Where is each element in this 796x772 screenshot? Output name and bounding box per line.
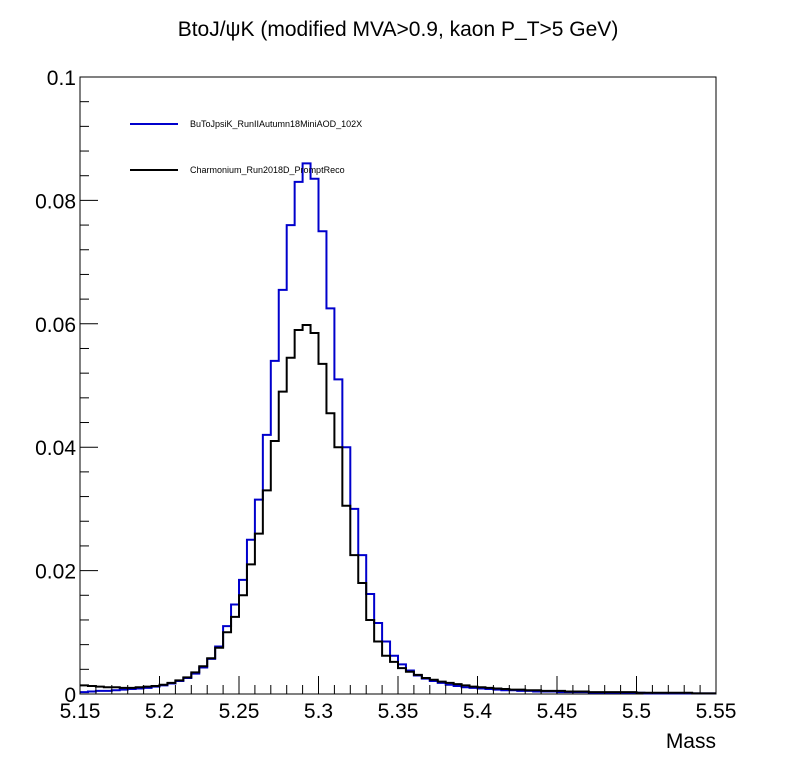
y-tick-label-1: 0.02 xyxy=(35,561,76,584)
x-tick-label-5: 5.4 xyxy=(463,700,493,723)
legend: BuToJpsiK_RunIIAutumn18MiniAOD_102X Char… xyxy=(130,119,362,175)
x-tick-label-1: 5.2 xyxy=(145,700,174,723)
x-tick-label-0: 5.15 xyxy=(60,700,101,723)
legend-label-data: Charmonium_Run2018D_PromptReco xyxy=(190,165,345,175)
y-tick-label-0: 0 xyxy=(64,684,76,707)
x-tick-label-3: 5.3 xyxy=(304,700,333,723)
x-tick-label-7: 5.5 xyxy=(622,700,651,723)
x-tick-label-4: 5.35 xyxy=(378,700,419,723)
series-0-step-line xyxy=(80,162,716,695)
y-tick-label-5: 0.1 xyxy=(47,67,76,90)
chart-title: BtoJ/ψK (modified MVA>0.9, kaon P_T>5 Ge… xyxy=(178,18,619,41)
x-tick-label-6: 5.45 xyxy=(537,700,578,723)
series-layer xyxy=(80,162,716,695)
x-axis-label: Mass xyxy=(666,730,716,753)
y-tick-label-2: 0.04 xyxy=(35,437,76,460)
legend-label-mc: BuToJpsiK_RunIIAutumn18MiniAOD_102X xyxy=(190,119,362,129)
x-tick-label-8: 5.55 xyxy=(696,700,737,723)
y-tick-label-3: 0.06 xyxy=(35,314,76,337)
x-tick-label-2: 5.25 xyxy=(219,700,260,723)
y-tick-label-4: 0.08 xyxy=(35,190,76,213)
axis-layer: 5.15 5.2 5.25 5.3 5.35 5.4 5.45 5.5 5.55 0 0.02 0.0… xyxy=(35,67,736,723)
series-1-step-line xyxy=(80,324,716,695)
